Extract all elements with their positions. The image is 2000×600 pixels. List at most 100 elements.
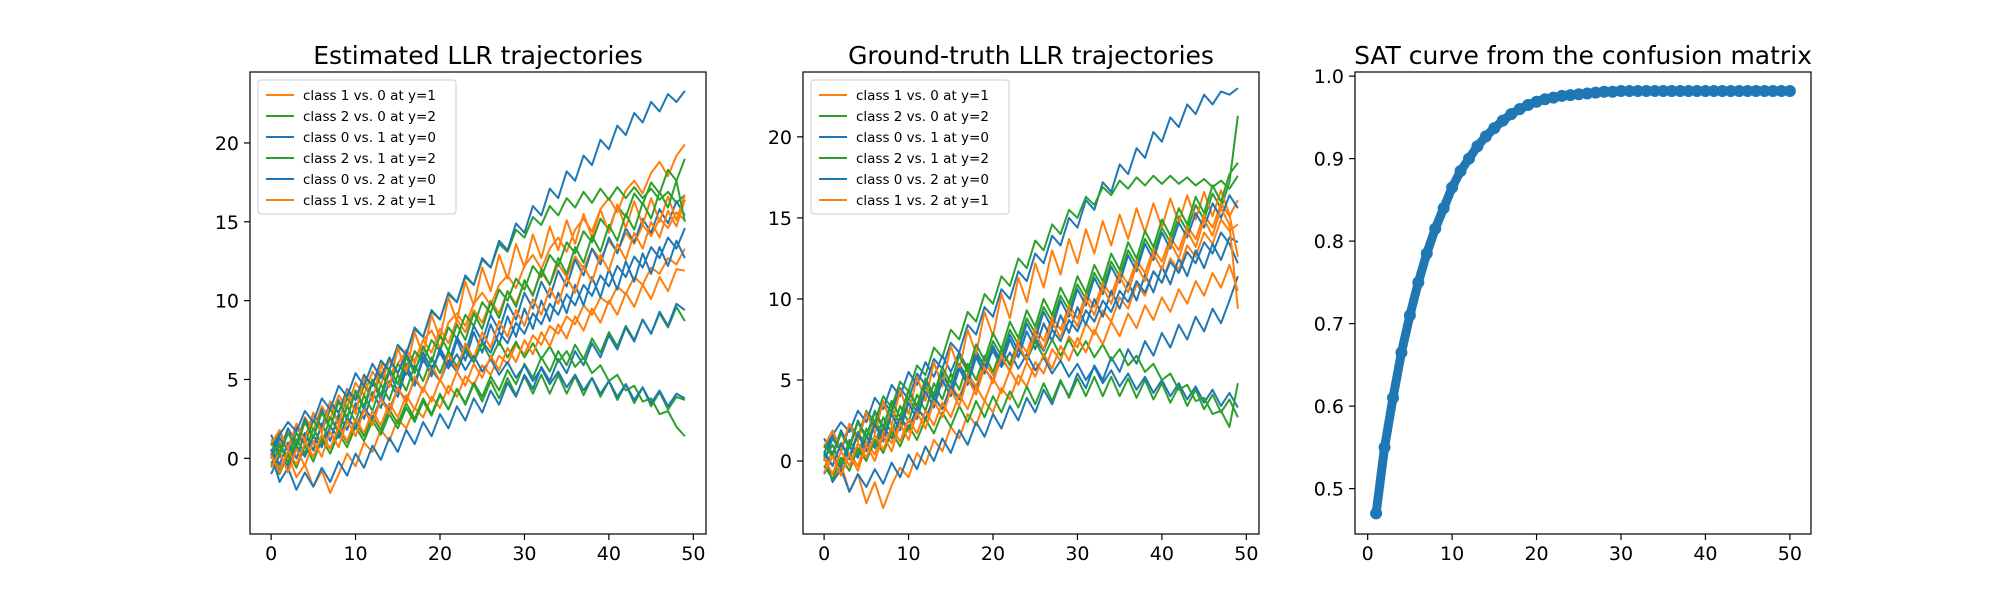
legend-label: class 2 vs. 1 at y=2 [856, 151, 989, 167]
x-axis-ground-truth: 0 10 20 30 40 50 [818, 534, 1258, 565]
llr-trajectory-line [823, 87, 1239, 462]
sat-point [1412, 276, 1425, 289]
x-tick-label: 30 [512, 543, 536, 565]
legend-label: class 1 vs. 0 at y=1 [303, 88, 436, 104]
sat-point [1387, 391, 1399, 404]
y-tick-label: 20 [768, 127, 792, 149]
panel-sat-curve: SAT curve from the confusion matrix 0 10 2… [1314, 41, 1812, 565]
sat-point [1699, 84, 1712, 97]
legend-ground-truth: class 1 vs. 0 at y=1 class 2 vs. 0 at y=2… [810, 79, 1010, 215]
x-tick-label: 0 [818, 543, 830, 565]
y-axis-estimated: 0 5 10 15 20 [215, 133, 250, 470]
sat-point [1454, 165, 1467, 177]
sat-point [1640, 84, 1653, 97]
legend-label: class 0 vs. 2 at y=0 [856, 172, 989, 188]
llr-trajectory-line [270, 194, 686, 450]
y-tick-label: 10 [215, 291, 239, 313]
x-tick-label: 20 [1524, 543, 1548, 565]
y-tick-label: 20 [215, 133, 239, 155]
y-axis-sat: 0.5 0.6 0.7 0.8 0.9 1.0 [1314, 66, 1355, 501]
y-tick-label: 5 [780, 370, 792, 392]
x-tick-label: 20 [428, 543, 452, 565]
chart-title-ground-truth: Ground-truth LLR trajectories [848, 41, 1214, 70]
x-tick-label: 20 [981, 543, 1005, 565]
llr-trajectory-line [270, 302, 686, 491]
sat-point [1420, 247, 1433, 260]
sat-point [1733, 84, 1746, 97]
sat-point [1370, 507, 1383, 520]
legend-label: class 2 vs. 0 at y=2 [856, 109, 989, 125]
sat-point [1446, 181, 1459, 194]
llr-trajectory-line [270, 351, 686, 453]
chart-title-estimated: Estimated LLR trajectories [313, 41, 643, 70]
x-tick-label: 30 [1065, 543, 1089, 565]
x-tick-label: 50 [681, 543, 705, 565]
x-tick-label: 0 [1362, 543, 1374, 565]
y-tick-label: 0 [780, 451, 792, 473]
x-tick-label: 30 [1609, 543, 1633, 565]
llr-trajectory-line [823, 375, 1239, 480]
llr-trajectory-line [823, 207, 1239, 477]
sat-point [1750, 84, 1763, 97]
sat-point [1775, 84, 1788, 97]
sat-point [1674, 84, 1687, 97]
llr-trajectory-line [270, 268, 686, 474]
sat-point [1496, 114, 1509, 127]
sat-point [1716, 84, 1729, 97]
x-axis-sat: 0 10 20 30 40 50 [1362, 534, 1802, 565]
llr-trajectory-line [823, 162, 1239, 458]
sat-point [1598, 85, 1611, 98]
llr-trajectory-line [270, 179, 686, 457]
legend-label: class 1 vs. 2 at y=1 [303, 193, 436, 209]
sat-point [1429, 222, 1442, 235]
axes-frame-ground-truth [802, 71, 1260, 535]
legend-frame [257, 79, 457, 215]
x-tick-label: 10 [896, 543, 920, 565]
llr-trajectory-line [823, 189, 1239, 451]
plot-area-ground-truth [823, 87, 1239, 510]
legend-label: class 2 vs. 1 at y=2 [303, 151, 436, 167]
axes-frame-sat [1354, 71, 1812, 535]
y-tick-label: 1.0 [1314, 66, 1344, 88]
sat-point [1631, 84, 1644, 97]
llr-trajectory-line [823, 349, 1239, 454]
panel-ground-truth-llr: Ground-truth LLR trajectories 0 10 20 30 40 5… [768, 41, 1260, 565]
legend-label: class 1 vs. 2 at y=1 [856, 193, 989, 209]
plot-area-sat [1370, 84, 1796, 520]
y-tick-label: 10 [768, 289, 792, 311]
sat-point [1691, 84, 1703, 97]
sat-point [1403, 309, 1416, 322]
sat-curve-line [1371, 86, 1795, 518]
sat-point [1707, 84, 1720, 97]
plot-area-estimated [270, 90, 686, 494]
y-tick-label: 15 [768, 208, 792, 230]
x-tick-label: 0 [265, 543, 277, 565]
panel-estimated-llr: Estimated LLR trajectories 0 10 20 30 40 50 0… [215, 41, 707, 565]
x-tick-label: 10 [1440, 543, 1464, 565]
legend-label: class 0 vs. 1 at y=0 [303, 130, 436, 146]
y-tick-label: 15 [215, 212, 239, 234]
sat-point [1657, 84, 1670, 97]
legend-label: class 1 vs. 0 at y=1 [856, 88, 989, 104]
y-tick-label: 0.5 [1314, 479, 1344, 501]
y-axis-ground-truth: 0 5 10 15 20 [768, 127, 803, 473]
axes-frame-estimated [249, 71, 707, 535]
legend-label: class 0 vs. 1 at y=0 [856, 130, 989, 146]
y-tick-label: 0 [227, 448, 239, 470]
y-tick-label: 0.7 [1314, 314, 1344, 336]
sat-point [1623, 84, 1636, 97]
sat-point [1378, 441, 1391, 454]
y-tick-label: 0.9 [1314, 149, 1344, 171]
sat-point [1437, 202, 1450, 215]
x-axis-estimated: 0 10 20 30 40 50 [265, 534, 705, 565]
llr-trajectory-line [823, 218, 1239, 510]
llr-trajectory-line [270, 199, 686, 474]
x-tick-label: 50 [1234, 543, 1258, 565]
sat-point [1479, 130, 1492, 143]
legend-label: class 0 vs. 2 at y=0 [303, 172, 436, 188]
sat-point [1488, 122, 1501, 135]
sat-point [1741, 84, 1754, 97]
llr-trajectory-line [270, 90, 686, 459]
sat-point [1471, 140, 1484, 153]
